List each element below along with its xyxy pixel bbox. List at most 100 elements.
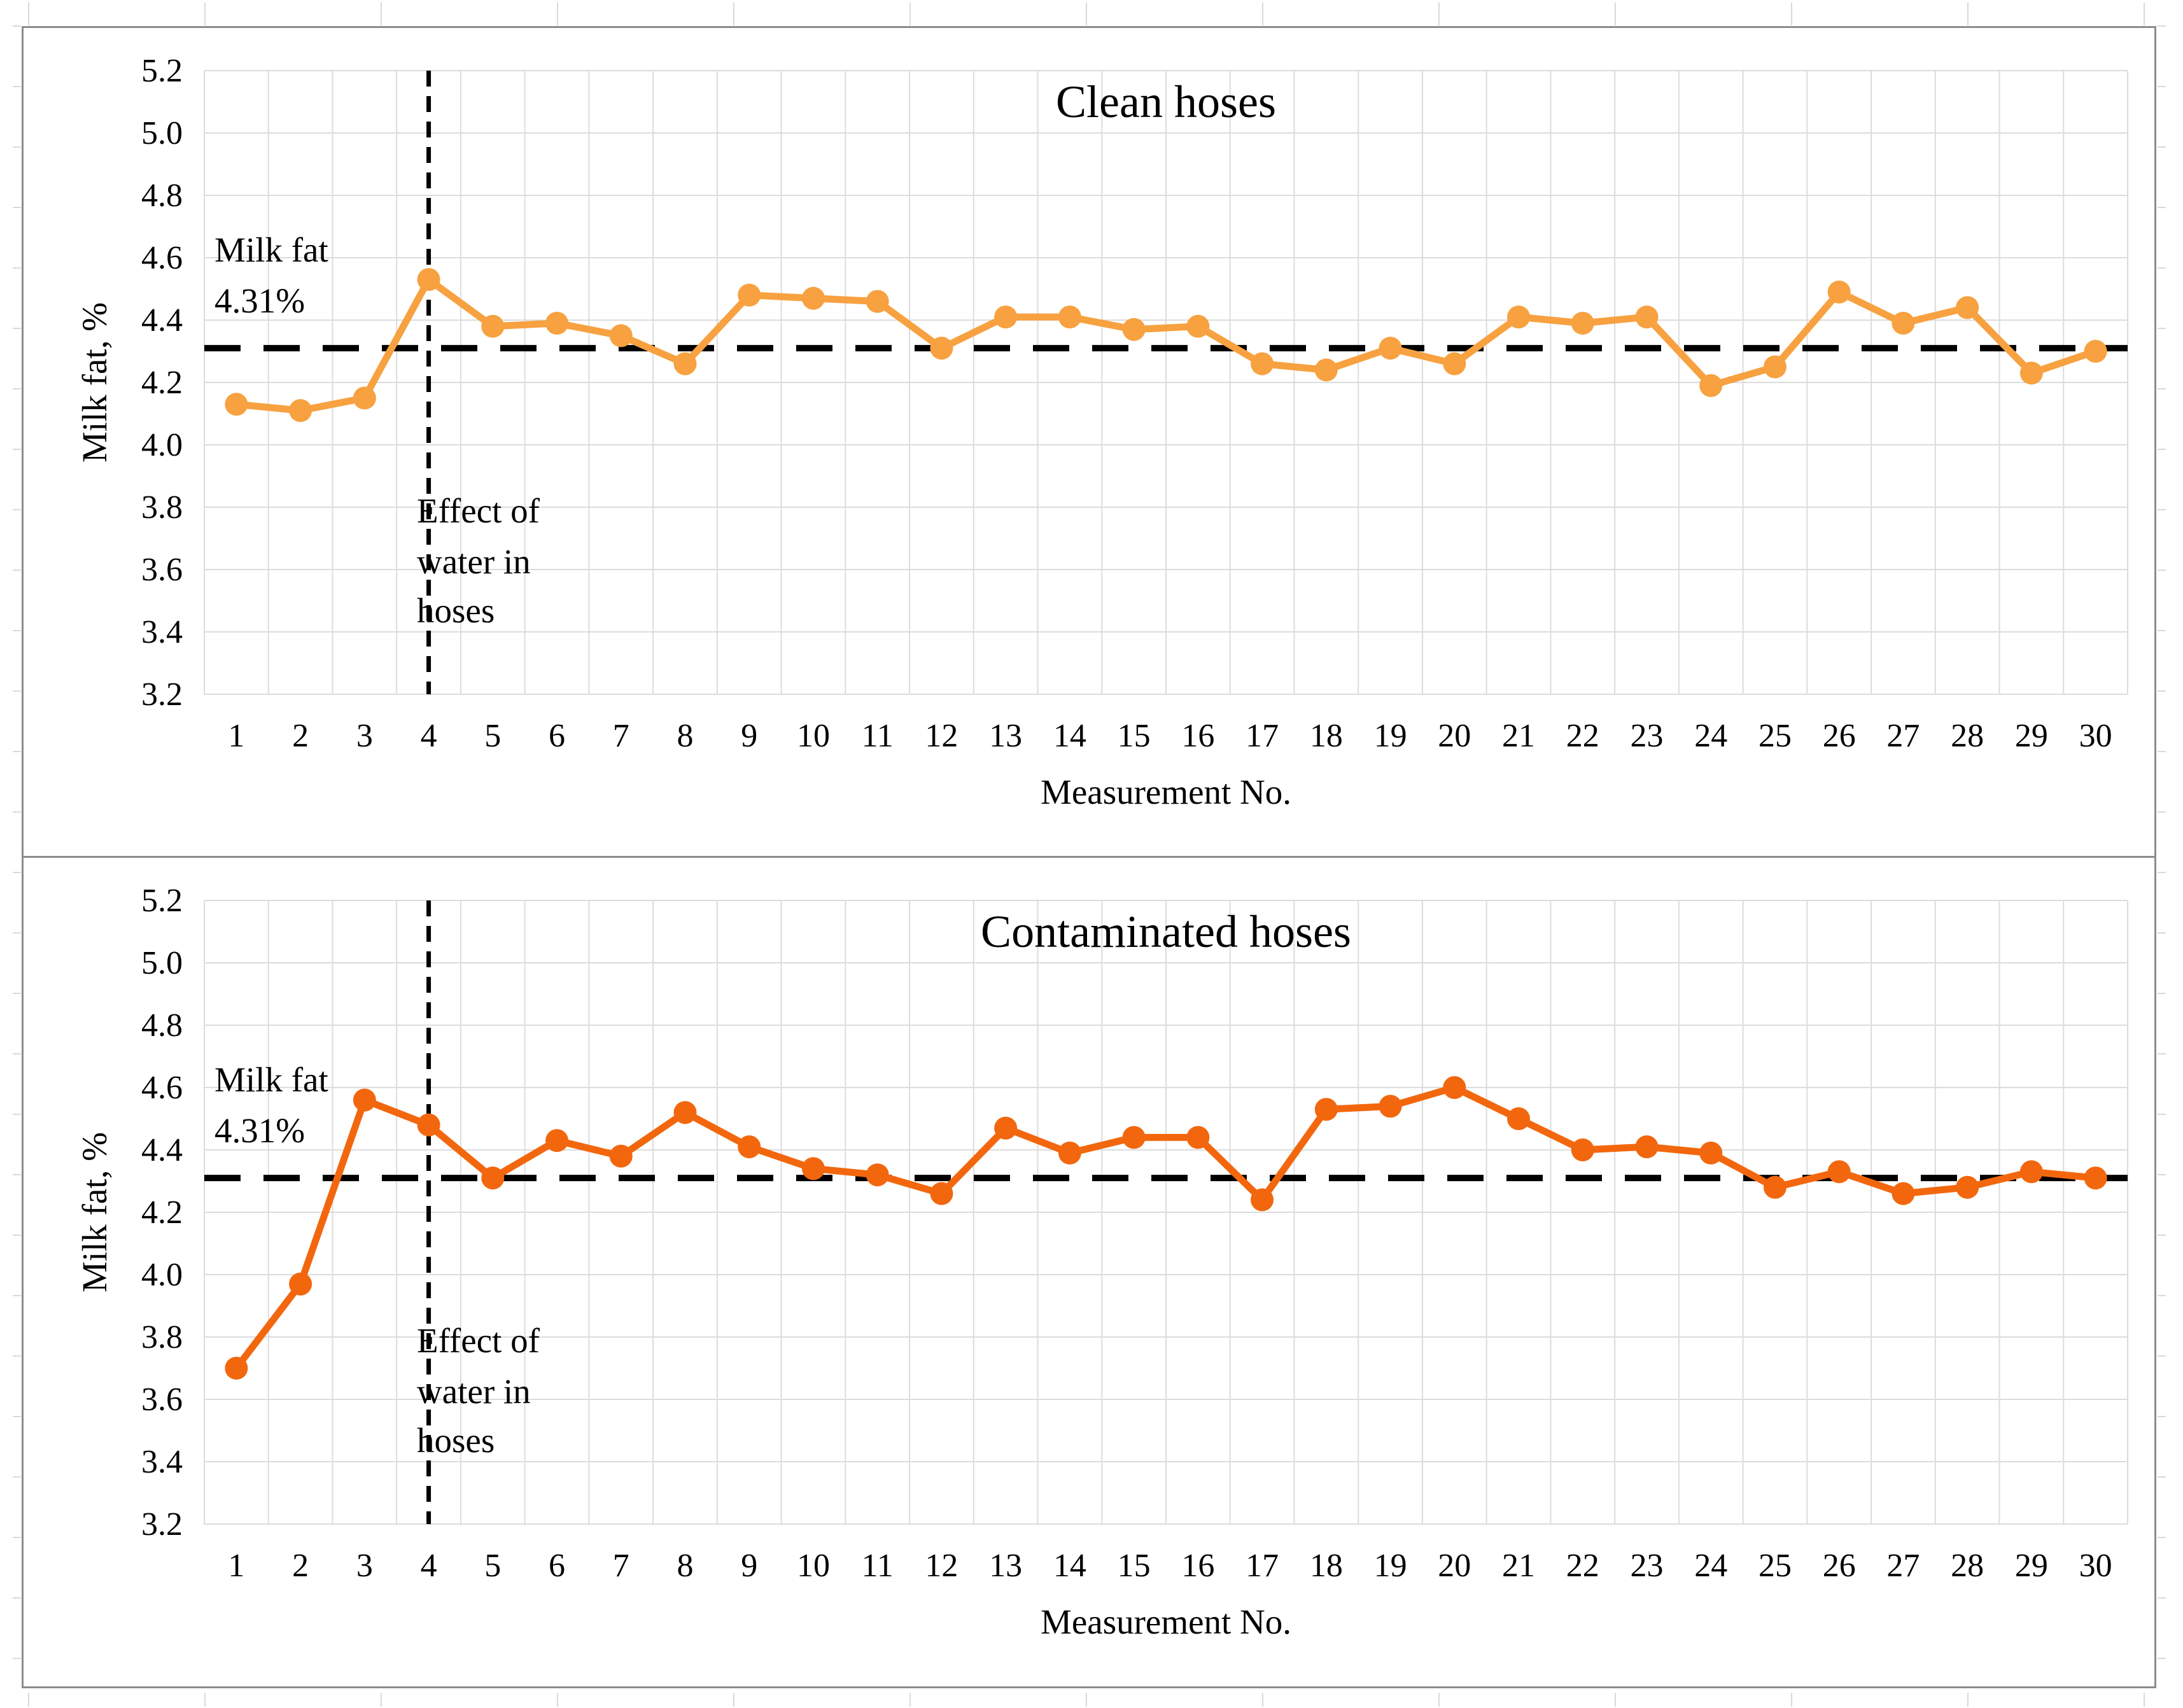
- sheet-gridline: [909, 1693, 911, 1707]
- sheet-gridline: [13, 1235, 21, 1236]
- event-line-label-2: water in: [417, 1372, 531, 1411]
- x-tick-label: 30: [2079, 1548, 2112, 1584]
- event-line-label-3: hoses: [417, 591, 495, 630]
- y-axis-title: Milk fat, %: [75, 302, 114, 463]
- data-point: [673, 1101, 697, 1124]
- y-tick-label: 4.2: [141, 365, 183, 401]
- sheet-gridline: [13, 872, 21, 873]
- data-point: [289, 1272, 312, 1296]
- sheet-gridline: [13, 932, 21, 934]
- x-tick-label: 19: [1374, 1548, 1407, 1584]
- sheet-gridline: [2158, 1597, 2166, 1599]
- x-tick-label: 14: [1053, 1548, 1086, 1584]
- sheet-gridline: [13, 1658, 21, 1659]
- y-tick-label: 3.2: [141, 1506, 183, 1543]
- data-point: [1827, 1160, 1851, 1184]
- sheet-gridline: [28, 3, 29, 25]
- data-point: [1699, 1141, 1723, 1165]
- sheet-gridline: [13, 328, 21, 329]
- sheet-gridline: [2158, 751, 2166, 752]
- data-point: [545, 311, 569, 335]
- data-point: [417, 1113, 440, 1137]
- sheet-gridline: [13, 86, 21, 87]
- sheet-gridline: [2158, 509, 2166, 510]
- y-tick-label: 5.2: [141, 883, 183, 919]
- x-tick-label: 8: [677, 718, 694, 754]
- y-tick-label: 3.8: [141, 489, 183, 526]
- x-tick-label: 15: [1118, 1548, 1151, 1584]
- clean-hoses-chart: 5.25.04.84.64.44.24.03.83.63.43.21 2 3 4 5 6 7…: [75, 53, 2128, 811]
- x-tick-label: 23: [1631, 1548, 1664, 1584]
- x-tick-label: 12: [925, 718, 958, 754]
- data-point: [1122, 1126, 1146, 1149]
- sheet-gridline: [1967, 1693, 1969, 1707]
- sheet-gridline: [1438, 1693, 1440, 1707]
- x-tick-label: 25: [1758, 718, 1792, 754]
- y-tick-label: 4.8: [141, 178, 183, 214]
- sheet-gridline: [2158, 86, 2166, 87]
- sheet-gridline: [13, 1355, 21, 1357]
- sheet-gridline: [2158, 1476, 2166, 1478]
- x-tick-label: 20: [1438, 1548, 1471, 1584]
- sheet-gridline: [13, 1053, 21, 1054]
- data-point: [1122, 318, 1146, 341]
- sheet-gridline: [13, 570, 21, 571]
- sheet-gridline: [13, 509, 21, 510]
- x-tick-label: 30: [2079, 718, 2112, 754]
- sheet-gridline: [2158, 267, 2166, 269]
- sheet-gridline: [2158, 449, 2166, 450]
- y-tick-label: 5.2: [141, 53, 183, 89]
- x-tick-label: 6: [549, 1548, 565, 1584]
- x-tick-label: 25: [1758, 1548, 1792, 1584]
- data-point: [801, 286, 825, 310]
- data-point: [1251, 352, 1274, 375]
- sheet-gridline: [381, 3, 382, 25]
- x-tick-label: 4: [421, 1548, 437, 1584]
- sheet-gridline: [204, 1693, 206, 1707]
- x-tick-label: 7: [613, 718, 629, 754]
- x-tick-label: 4: [421, 718, 437, 754]
- y-tick-label: 3.6: [141, 1382, 183, 1418]
- data-point: [1443, 1076, 1466, 1099]
- x-tick-label: 22: [1566, 718, 1599, 754]
- x-tick-label: 1: [228, 1548, 244, 1584]
- x-tick-label: 16: [1181, 1548, 1214, 1584]
- y-tick-label: 4.0: [141, 1257, 183, 1293]
- sheet-gridline: [2158, 207, 2166, 208]
- sheet-gridline: [13, 1476, 21, 1478]
- data-point: [481, 1166, 505, 1190]
- x-axis-title: Measurement No.: [1041, 1602, 1291, 1641]
- sheet-gridline: [733, 1693, 734, 1707]
- sheet-gridline: [2158, 1114, 2166, 1115]
- x-tick-label: 3: [356, 718, 373, 754]
- sheet-gridline: [1967, 3, 1969, 25]
- data-point: [1314, 1098, 1338, 1121]
- x-tick-label: 27: [1886, 1548, 1920, 1584]
- x-tick-label: 16: [1181, 718, 1214, 754]
- x-tick-label: 1: [228, 718, 244, 754]
- sheet-gridline: [1262, 3, 1263, 25]
- x-axis-title: Measurement No.: [1041, 773, 1291, 811]
- y-tick-label: 5.0: [141, 115, 183, 151]
- data-point: [1571, 311, 1594, 335]
- data-point: [2084, 1166, 2107, 1190]
- x-tick-label: 13: [989, 718, 1022, 754]
- charts-frame: 5.2 5.0 4.8 4.6 4.4 4.2 4.0 3.8 3.6 3.4 3.2 1 2 3 4 5 6 7…: [22, 26, 2156, 1688]
- data-point: [1956, 296, 1979, 319]
- x-tick-label: 28: [1951, 718, 1984, 754]
- sheet-gridline: [13, 690, 21, 692]
- sheet-gridline: [733, 3, 734, 25]
- chart-plot-layer: 5.25.04.84.64.44.24.03.83.63.43.21 2 3 4 5 6 7…: [141, 883, 2128, 1584]
- data-point: [1379, 337, 1402, 360]
- x-tick-label: 10: [797, 718, 830, 754]
- sheet-gridline: [1615, 3, 1616, 25]
- sheet-gridline: [13, 207, 21, 208]
- sheet-gridline: [909, 3, 911, 25]
- x-tick-label: 18: [1310, 1548, 1343, 1584]
- x-tick-label: 19: [1374, 718, 1407, 754]
- sheet-gridline: [13, 1416, 21, 1417]
- x-tick-label: 14: [1053, 718, 1086, 754]
- sheet-gridline: [2158, 1658, 2166, 1659]
- x-tick-label: 6: [549, 718, 565, 754]
- data-point: [1507, 1107, 1531, 1130]
